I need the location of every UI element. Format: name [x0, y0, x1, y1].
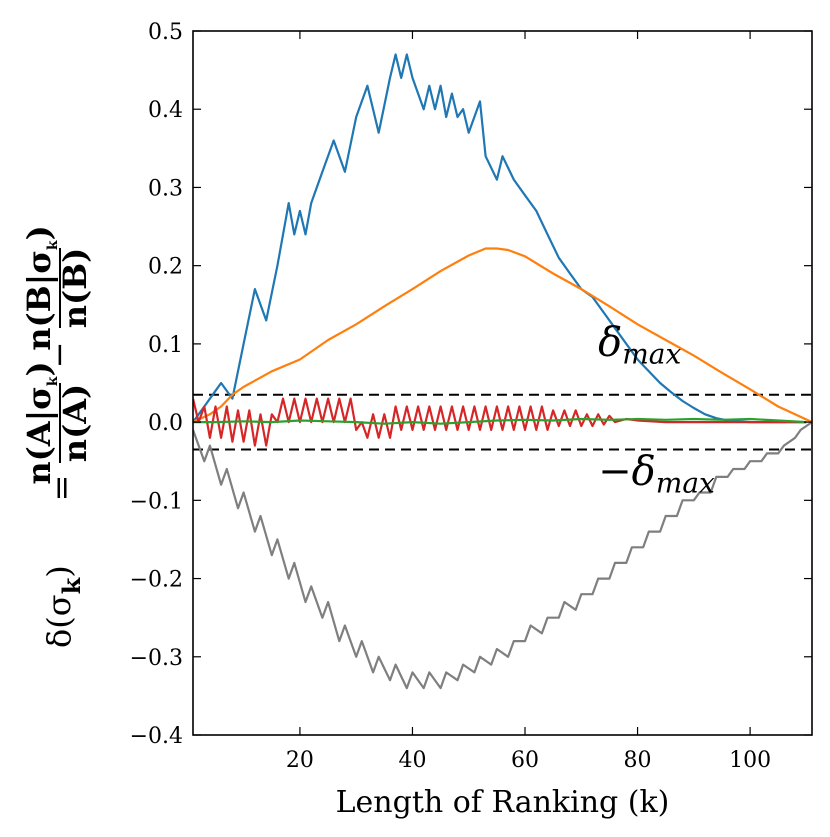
y-tick-label: −0.3 — [130, 646, 183, 671]
y-tick-label: −0.4 — [130, 724, 183, 749]
x-tick-label: 40 — [398, 748, 426, 773]
series-line-4 — [193, 421, 812, 690]
axes — [192, 30, 813, 736]
x-tick-label: 100 — [729, 748, 771, 773]
series-line-2 — [193, 397, 807, 447]
y-tick-label: 0.2 — [148, 255, 183, 280]
labels: 20 40 60 80 100−0.4−0.3−0.2−0.10.00.10.20.30… — [20, 20, 771, 820]
y-tick-label: −0.1 — [130, 489, 183, 514]
svg-text:=: = — [42, 475, 80, 502]
x-tick-label: 60 — [511, 748, 539, 773]
series-line-0 — [193, 53, 807, 424]
annotation-delta-max-1: −δmax — [598, 449, 715, 500]
annotation-delta-max-0: δmax — [598, 320, 681, 371]
y-axis-label: δ(σk) =n(A|σk)n(A) −n(B|σk)n(B) — [20, 225, 94, 648]
x-tick-label: 80 — [624, 748, 652, 773]
svg-text:n(B): n(B) — [56, 248, 94, 329]
x-axis-label: Length of Ranking (k) — [336, 785, 670, 820]
x-tick-label: 20 — [286, 748, 314, 773]
svg-text:n(B|σk): n(B|σk) — [20, 225, 61, 351]
svg-text:n(A|σk): n(A|σk) — [20, 361, 61, 484]
svg-text:δ(σk): δ(σk) — [40, 565, 86, 648]
svg-text:n(A): n(A) — [56, 384, 94, 462]
plot-frame — [192, 30, 813, 736]
plot-area — [193, 53, 812, 690]
svg-text:−: − — [40, 342, 78, 369]
y-tick-label: −0.2 — [130, 568, 183, 593]
y-tick-label: 0.3 — [148, 176, 183, 201]
y-tick-label: 0.4 — [148, 98, 183, 123]
series-line-1 — [193, 247, 812, 424]
y-tick-label: 0.1 — [148, 333, 183, 358]
y-tick-label: 0.5 — [148, 20, 183, 45]
y-tick-label: 0.0 — [148, 411, 183, 436]
series-line-3 — [193, 417, 807, 425]
